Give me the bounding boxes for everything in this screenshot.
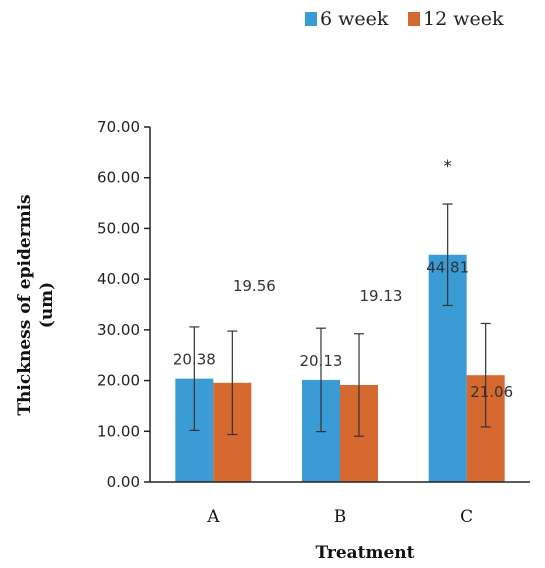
data-label: 20.13 bbox=[300, 352, 343, 370]
data-label: 20.38 bbox=[173, 351, 216, 369]
x-category-label: A bbox=[206, 507, 220, 527]
y-axis-title-line1: Thickness of epidermis bbox=[15, 194, 35, 415]
data-label: 44.81 bbox=[426, 259, 469, 277]
data-labels: 20.38 19.56 20.13 19.13 44.81 21.06 bbox=[173, 259, 513, 401]
error-bars bbox=[189, 203, 491, 437]
legend: 6 week 12 week bbox=[305, 8, 504, 30]
y-tick-label: 30.00 bbox=[97, 321, 140, 339]
legend-swatch-6-week bbox=[305, 12, 317, 26]
legend-label-6-week: 6 week bbox=[320, 8, 389, 30]
y-axis-title: Thickness of epidermis (um) bbox=[15, 194, 57, 415]
y-tick-label: 70.00 bbox=[97, 118, 140, 136]
y-axis-title-line2: (um) bbox=[37, 282, 57, 328]
y-tick-label: 50.00 bbox=[97, 219, 140, 237]
data-label: 19.56 bbox=[233, 277, 276, 295]
x-axis: A B C bbox=[206, 507, 473, 527]
y-tick-label: 0.00 bbox=[107, 473, 140, 491]
y-tick-label: 10.00 bbox=[97, 422, 140, 440]
data-label: 21.06 bbox=[470, 383, 513, 401]
y-axis: 0.00 10.00 20.00 30.00 40.00 50.00 60.00 70.00 bbox=[97, 118, 150, 491]
x-category-label: C bbox=[460, 507, 473, 527]
y-tick-label: 60.00 bbox=[97, 169, 140, 187]
x-category-label: B bbox=[334, 507, 347, 527]
legend-swatch-12-week bbox=[408, 12, 420, 26]
data-label: 19.13 bbox=[360, 287, 403, 305]
y-tick-label: 40.00 bbox=[97, 270, 140, 288]
significance-annotation: * bbox=[443, 157, 452, 177]
y-tick-label: 20.00 bbox=[97, 372, 140, 390]
x-axis-title: Treatment bbox=[315, 543, 414, 563]
legend-label-12-week: 12 week bbox=[423, 8, 504, 30]
